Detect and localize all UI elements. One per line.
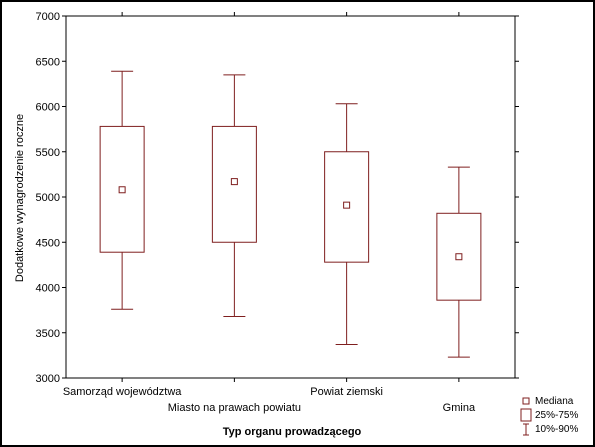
x-axis-title: Typ organu prowadzącego — [223, 426, 362, 438]
legend-label: 25%-75% — [535, 410, 578, 421]
x-category-label: Powiat ziemski — [310, 386, 383, 398]
y-tick-label: 4500 — [36, 237, 60, 249]
box-3 — [324, 103, 370, 346]
median-marker — [118, 186, 126, 194]
median-marker — [455, 253, 463, 261]
box-4 — [436, 166, 482, 358]
box-2 — [211, 74, 257, 317]
y-tick-label: 5500 — [36, 147, 60, 159]
y-tick-label: 5000 — [36, 192, 60, 204]
median-marker — [230, 178, 238, 186]
x-category-label: Miasto na prawach powiatu — [168, 402, 301, 414]
box-series — [99, 70, 482, 358]
y-tick-label: 4000 — [36, 283, 60, 295]
legend-label: 10%-90% — [535, 424, 578, 435]
y-axis-title: Dodatkowe wynagrodzenie roczne — [14, 114, 26, 282]
y-tick-label: 6000 — [36, 102, 60, 114]
y-tick-label: 7000 — [36, 11, 60, 23]
legend-box-icon — [520, 408, 532, 422]
y-tick-label: 6500 — [36, 56, 60, 68]
x-category-label: Samorząd województwa — [63, 386, 182, 398]
y-tick-label: 3500 — [36, 328, 60, 340]
legend-median-icon — [522, 397, 530, 405]
median-marker — [343, 201, 351, 209]
legend-label: Mediana — [535, 396, 574, 407]
box-1 — [99, 70, 145, 310]
x-category-label: Gmina — [443, 402, 476, 414]
legend: Mediana 25%-75% 10%-90% — [520, 396, 578, 436]
axis-labels: Typ organu prowadzącego Dodatkowe wynagr… — [14, 114, 362, 438]
y-tick-label: 3000 — [36, 373, 60, 385]
